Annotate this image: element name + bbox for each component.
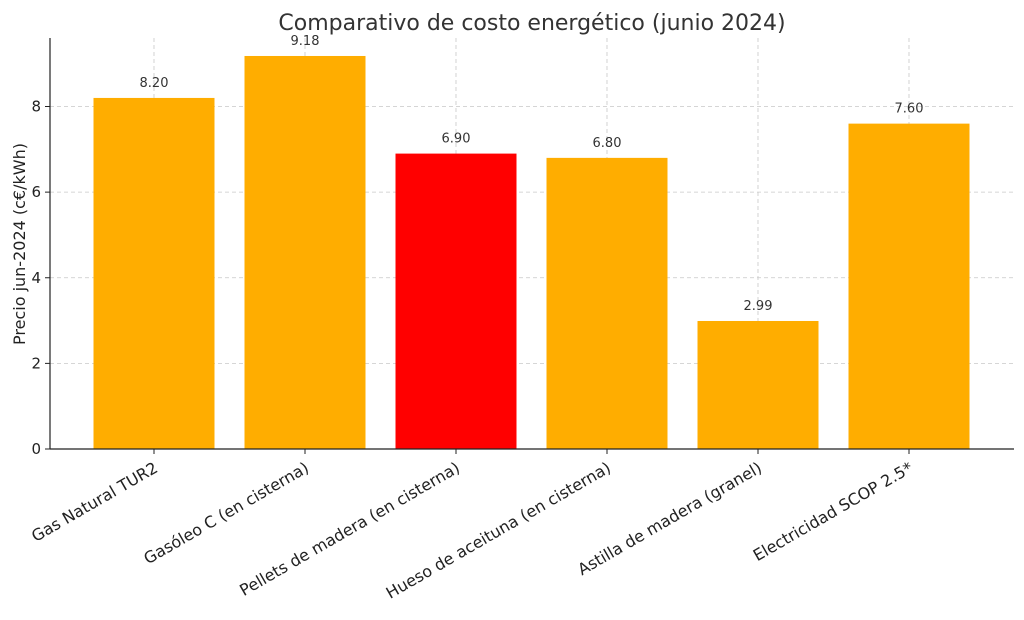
y-tick-label: 0 bbox=[31, 440, 41, 458]
y-tick-label: 8 bbox=[31, 98, 41, 116]
bar-value-label: 8.20 bbox=[140, 76, 169, 91]
bar bbox=[93, 97, 215, 449]
bar-value-label: 2.99 bbox=[744, 299, 773, 314]
y-tick-label: 6 bbox=[31, 183, 41, 201]
bar-value-label: 6.90 bbox=[442, 132, 471, 147]
bar bbox=[697, 320, 819, 449]
y-axis-label: Precio jun-2024 (c€/kWh) bbox=[10, 143, 29, 345]
bars bbox=[93, 55, 970, 449]
x-tick-label: Electricidad SCOP 2.5* bbox=[750, 458, 916, 565]
y-tick-label: 2 bbox=[31, 354, 41, 372]
bar bbox=[395, 153, 517, 449]
bar-value-label: 7.60 bbox=[895, 102, 924, 117]
x-tick-label: Gasóleo C (en cisterna) bbox=[140, 458, 312, 568]
bar bbox=[848, 123, 970, 449]
bar-value-label: 9.18 bbox=[291, 34, 320, 49]
y-tick-label: 4 bbox=[31, 269, 41, 287]
chart-title: Comparativo de costo energético (junio 2… bbox=[278, 11, 785, 36]
bar bbox=[546, 157, 668, 449]
x-tick-label: Gas Natural TUR2 bbox=[28, 458, 161, 546]
axes bbox=[45, 38, 1014, 454]
bar-value-label: 6.80 bbox=[593, 136, 622, 151]
bar bbox=[244, 55, 366, 449]
